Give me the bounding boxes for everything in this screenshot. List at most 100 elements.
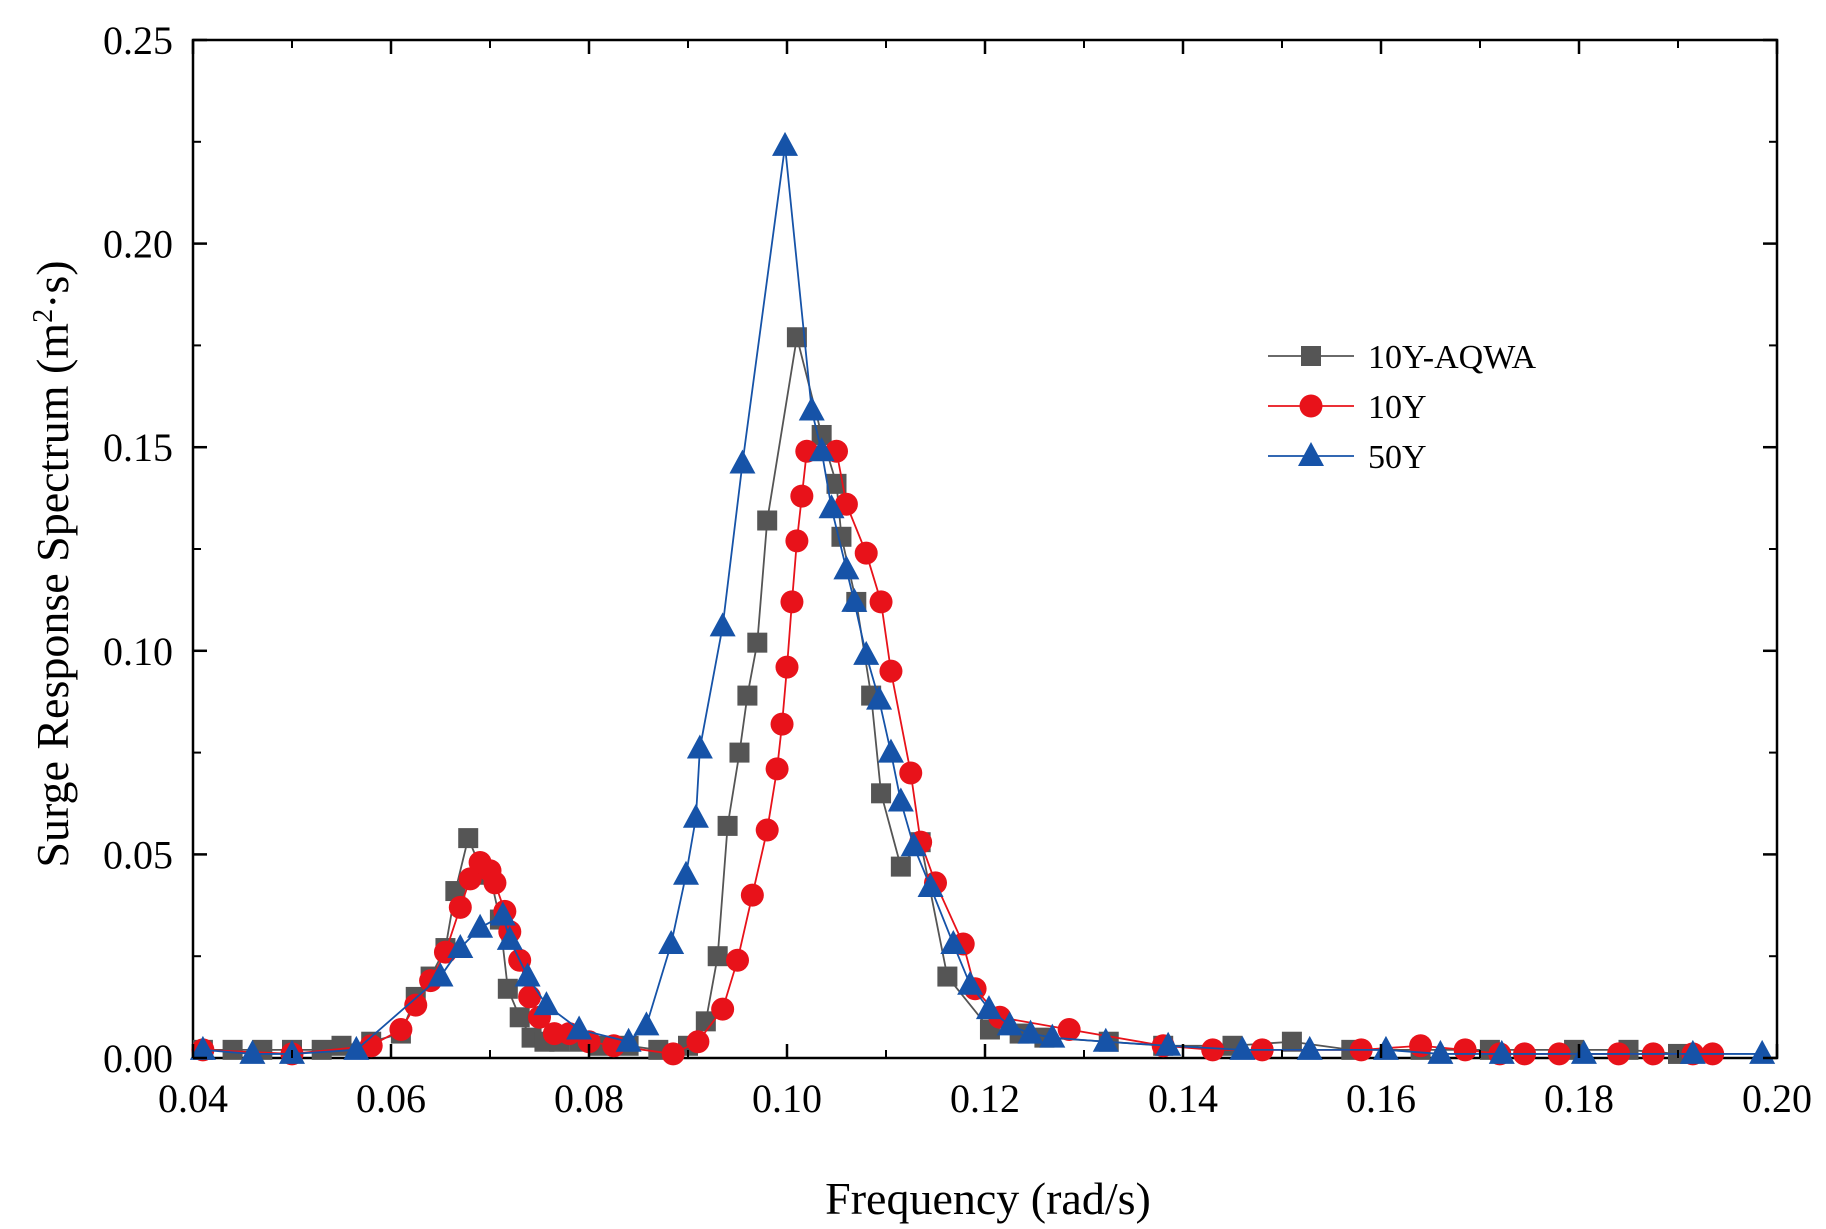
x-tick-label: 0.10	[752, 1076, 822, 1121]
legend-label: 10Y-AQWA	[1368, 339, 1537, 376]
data-point	[755, 818, 779, 842]
y-tick-label: 0.15	[103, 425, 173, 470]
data-point	[658, 929, 685, 954]
data-point	[853, 640, 880, 665]
y-axis-title-main: Surge Response Spectrum (m	[27, 323, 78, 868]
data-point	[661, 1042, 685, 1066]
data-point	[1679, 1039, 1706, 1064]
legend-entry: 10Y-AQWA	[1268, 339, 1537, 376]
x-tick-label: 0.08	[554, 1076, 624, 1121]
data-point	[877, 738, 904, 763]
data-point	[709, 612, 736, 637]
data-point	[831, 526, 852, 547]
data-point	[514, 962, 541, 987]
data-point	[1092, 1027, 1119, 1052]
data-point	[841, 587, 868, 612]
data-point	[747, 632, 768, 653]
data-point	[917, 872, 944, 897]
data-point	[686, 734, 713, 759]
data-point	[854, 541, 878, 565]
series-line	[202, 144, 1763, 1055]
data-point	[509, 1007, 530, 1028]
data-point	[833, 555, 860, 580]
data-point	[682, 803, 709, 828]
x-tick-label: 0.20	[1742, 1076, 1812, 1121]
data-point	[615, 1027, 642, 1052]
x-tick-label: 0.06	[356, 1076, 426, 1121]
data-point	[447, 934, 474, 959]
plot-frame	[191, 38, 1779, 1060]
y-axis-title-tail: ·s)	[27, 260, 78, 309]
data-point	[866, 685, 893, 710]
data-point	[633, 1011, 660, 1036]
legend-entry: 10Y	[1268, 389, 1427, 426]
data-point	[427, 962, 454, 987]
data-point	[996, 1011, 1023, 1036]
data-point	[786, 327, 807, 348]
data-point	[834, 492, 858, 516]
data-point	[729, 742, 750, 763]
data-point	[818, 494, 845, 519]
data-point	[790, 484, 814, 508]
data-point	[1057, 1017, 1081, 1041]
series-50y	[189, 131, 1776, 1064]
data-point	[707, 946, 728, 967]
data-point	[483, 871, 507, 895]
data-point	[798, 396, 825, 421]
series-10y-aqwa	[192, 327, 1688, 1064]
data-point	[937, 966, 958, 987]
data-point	[1427, 1039, 1454, 1064]
data-point	[389, 1017, 413, 1041]
data-point	[940, 929, 967, 954]
data-point	[359, 1034, 383, 1058]
data-point	[775, 655, 799, 679]
x-tick-label: 0.14	[1148, 1076, 1218, 1121]
data-point	[871, 783, 892, 804]
data-point	[189, 1035, 216, 1060]
axis-layer: 0.04 0.06 0.08 0.10 0.12 0.14 0.16 0.18 0.20 0.00…	[103, 18, 1812, 1121]
data-point	[1453, 1038, 1477, 1062]
data-point	[448, 895, 472, 919]
data-point	[496, 925, 523, 950]
y-axis-title: Surge Response Spectrum (m2·s)	[27, 260, 78, 867]
x-tick-label: 0.12	[950, 1076, 1020, 1121]
x-tick-label: 0.04	[158, 1076, 228, 1121]
y-axis-title-sup: 2	[28, 309, 59, 323]
data-point	[770, 712, 794, 736]
data-point	[737, 685, 758, 706]
data-point	[222, 1039, 243, 1060]
y-tick-label: 0.00	[103, 1036, 173, 1081]
data-point	[772, 131, 799, 156]
data-point	[1201, 1038, 1225, 1062]
data-point	[518, 985, 542, 1009]
legend-label: 10Y	[1368, 389, 1427, 426]
legend-label: 50Y	[1368, 439, 1427, 476]
data-point	[808, 437, 835, 462]
data-point	[757, 510, 778, 531]
data-point	[765, 757, 789, 781]
data-point	[726, 948, 749, 972]
data-point	[566, 1015, 593, 1040]
data-point	[1281, 1031, 1302, 1052]
series-line	[202, 336, 1679, 1055]
series-layer	[189, 131, 1776, 1066]
legend-marker	[1299, 394, 1323, 418]
data-point	[780, 590, 804, 614]
data-point	[1372, 1035, 1399, 1060]
data-point	[869, 590, 893, 614]
data-point	[1039, 1023, 1066, 1048]
data-point	[975, 995, 1002, 1020]
data-point	[717, 815, 738, 836]
data-point	[458, 828, 479, 849]
x-axis-title: Frequency (rad/s)	[825, 1173, 1151, 1224]
series-line	[202, 450, 1713, 1055]
data-point	[879, 659, 903, 683]
data-point	[1570, 1039, 1597, 1064]
data-point	[785, 529, 809, 553]
data-point	[890, 856, 911, 877]
data-point	[1155, 1031, 1182, 1056]
data-point	[1749, 1039, 1776, 1064]
data-point	[900, 832, 927, 857]
legend: 10Y-AQWA 10Y 50Y	[1268, 339, 1537, 476]
